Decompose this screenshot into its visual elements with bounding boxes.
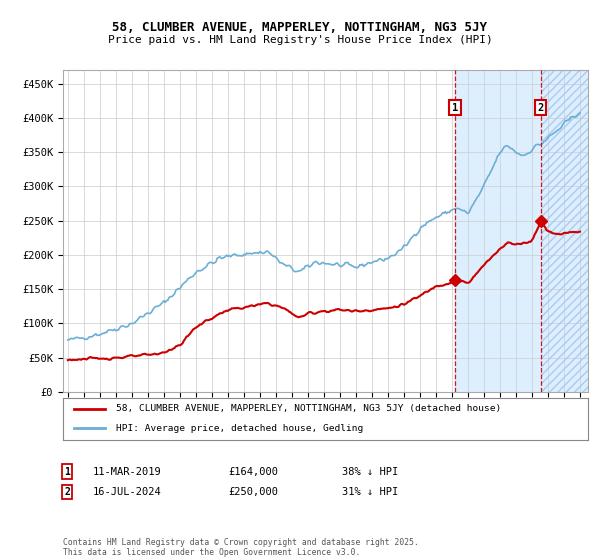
Text: 2: 2: [538, 102, 544, 113]
Text: 1: 1: [64, 466, 70, 477]
Bar: [541, 70, 588, 392]
Text: 31% ↓ HPI: 31% ↓ HPI: [342, 487, 398, 497]
Text: Contains HM Land Registry data © Crown copyright and database right 2025.
This d: Contains HM Land Registry data © Crown c…: [63, 538, 419, 557]
Text: £164,000: £164,000: [228, 466, 278, 477]
Text: £250,000: £250,000: [228, 487, 278, 497]
Text: 11-MAR-2019: 11-MAR-2019: [93, 466, 162, 477]
Text: 1: 1: [452, 102, 458, 113]
Text: 38% ↓ HPI: 38% ↓ HPI: [342, 466, 398, 477]
Text: 58, CLUMBER AVENUE, MAPPERLEY, NOTTINGHAM, NG3 5JY (detached house): 58, CLUMBER AVENUE, MAPPERLEY, NOTTINGHA…: [115, 404, 501, 413]
Text: 2: 2: [64, 487, 70, 497]
Text: 16-JUL-2024: 16-JUL-2024: [93, 487, 162, 497]
Text: 58, CLUMBER AVENUE, MAPPERLEY, NOTTINGHAM, NG3 5JY: 58, CLUMBER AVENUE, MAPPERLEY, NOTTINGHA…: [113, 21, 487, 34]
Text: HPI: Average price, detached house, Gedling: HPI: Average price, detached house, Gedl…: [115, 424, 363, 433]
Text: Price paid vs. HM Land Registry's House Price Index (HPI): Price paid vs. HM Land Registry's House …: [107, 35, 493, 45]
Bar: [455, 70, 541, 392]
Bar: [541, 70, 588, 392]
